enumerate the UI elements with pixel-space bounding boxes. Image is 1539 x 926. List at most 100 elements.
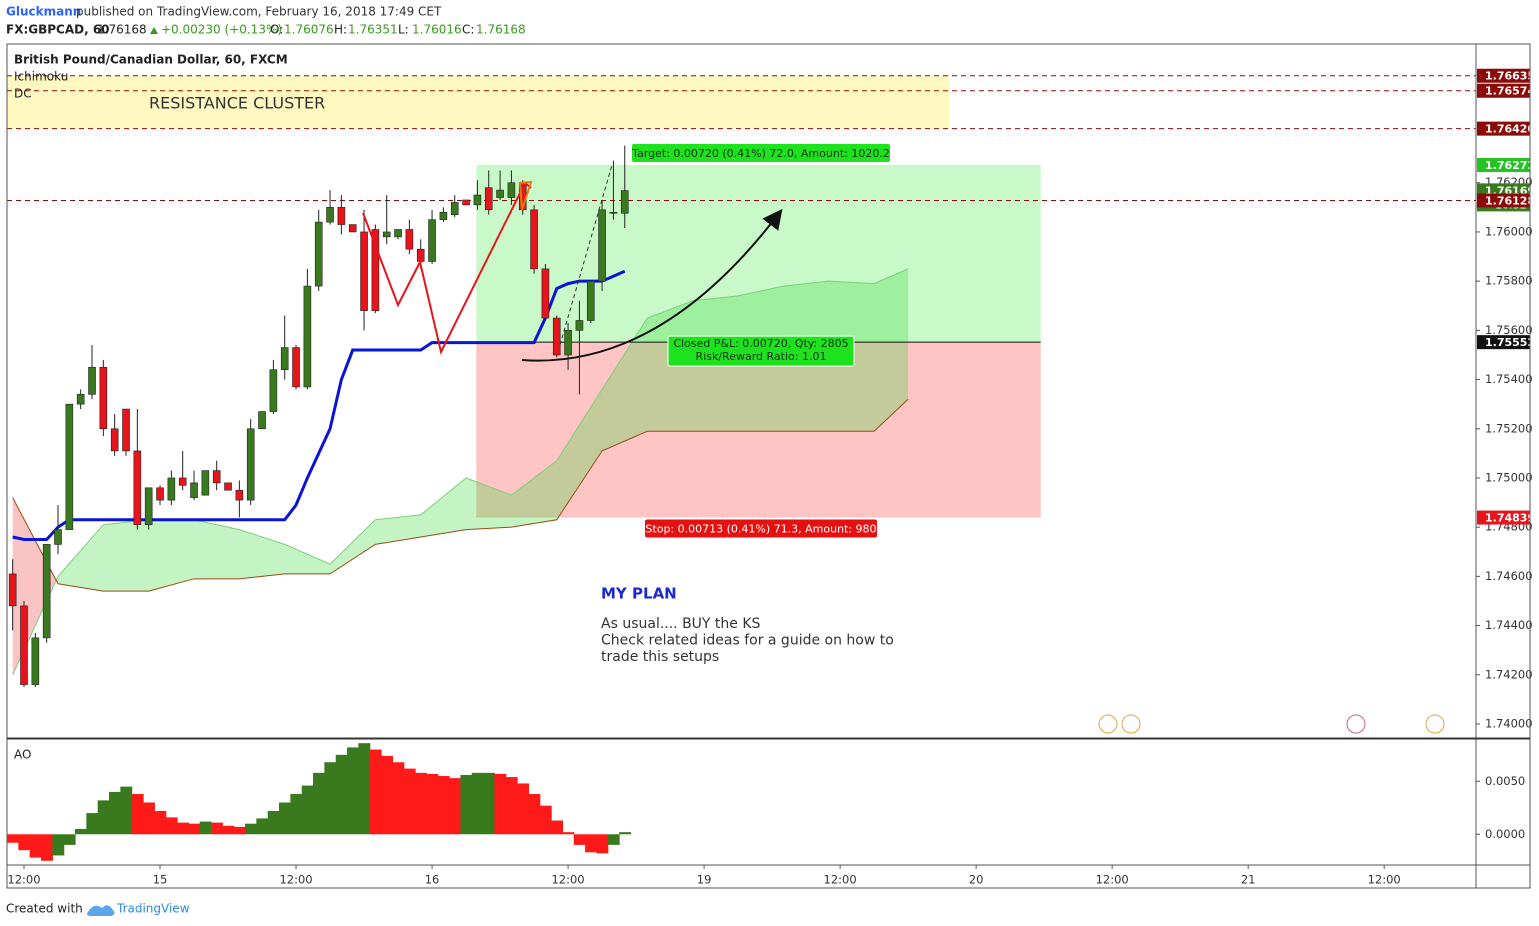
ohlc-value: 1.76076 <box>284 23 334 37</box>
candle-body <box>144 487 153 525</box>
ao-bar <box>392 762 405 835</box>
candle-body <box>416 248 425 262</box>
zigzag-drawing <box>362 181 532 355</box>
ao-bar <box>279 802 291 835</box>
ao-bar <box>211 822 223 835</box>
candle-body <box>473 194 482 206</box>
candle-body <box>428 219 436 262</box>
triangle-drawing <box>518 180 533 211</box>
ao-bar <box>505 777 518 835</box>
candle-body <box>507 182 516 198</box>
x-tick-label: 12:00 <box>824 873 857 887</box>
footer-brand[interactable]: TradingView <box>116 902 190 916</box>
candle-body <box>394 229 402 238</box>
ao-bar <box>324 762 337 835</box>
pnl-box <box>667 335 855 367</box>
pane-title: British Pound/Canadian Dollar, 60, FXCM <box>14 53 288 67</box>
cloud-segment <box>420 477 467 537</box>
x-tick-label: 12:00 <box>1368 873 1401 887</box>
candle-body <box>258 411 266 430</box>
cloud-segment <box>511 460 557 528</box>
ao-bar <box>290 794 303 835</box>
candle-body <box>235 489 244 501</box>
y-tick-label: 1.75000 <box>1485 470 1533 484</box>
candle-body <box>450 202 459 216</box>
candle-body <box>405 229 414 250</box>
candle-body <box>530 209 538 270</box>
curved-arrow <box>521 208 783 362</box>
cloud-segment <box>874 268 909 432</box>
candle-body <box>292 347 300 388</box>
price: 1.76168 <box>97 23 147 37</box>
y-tick-label: 1.75800 <box>1485 274 1533 288</box>
candle-body <box>564 330 572 356</box>
indicator-name: DC <box>14 87 32 101</box>
ao-bar <box>143 802 155 835</box>
ao-bar <box>551 820 564 835</box>
plan-title: MY PLAN <box>601 585 677 603</box>
ao-bar <box>562 832 575 835</box>
ao-bar <box>165 817 178 835</box>
ao-title: AO <box>14 748 31 762</box>
target-label: 1.76272 <box>1485 159 1535 172</box>
candle-body <box>99 366 108 430</box>
cloud-segment <box>284 544 331 574</box>
candle-body <box>178 477 187 486</box>
ao-bar <box>403 768 416 835</box>
ao-bar <box>460 774 473 835</box>
ao-bar <box>494 773 507 835</box>
candle-body <box>439 211 448 220</box>
ohlc-key: H: <box>334 23 347 37</box>
change: +0.00230 (+0.13%) <box>161 23 282 37</box>
ao-bar <box>86 813 99 835</box>
candle-body <box>76 394 85 405</box>
frame <box>6 43 1531 889</box>
candle-body <box>609 211 618 214</box>
main-pane <box>7 75 1476 688</box>
candle-body <box>337 207 346 225</box>
cloud-segment <box>103 519 149 592</box>
y-tick-label: 1.75200 <box>1485 421 1533 435</box>
candle-body <box>575 320 584 331</box>
ao-bar <box>75 828 87 835</box>
candle-body <box>224 482 232 491</box>
ao-bar <box>97 800 110 835</box>
entry-label: 1.75552 <box>1485 336 1535 349</box>
event-icon <box>1425 714 1445 734</box>
candle-body <box>212 470 221 484</box>
symbol: FX:GBPCAD, 60 <box>6 23 110 37</box>
cloud-segment <box>239 529 285 579</box>
resistance-zone <box>7 75 951 129</box>
ao-bar <box>109 791 121 835</box>
stop-marker <box>1477 510 1530 525</box>
plan-line: trade this setups <box>601 649 719 665</box>
overlay: RESISTANCE CLUSTER Target: 0.00720 (0.41%… <box>7 68 1535 887</box>
candle-body <box>20 605 28 685</box>
kijun-line <box>12 269 626 541</box>
ao-bar <box>471 772 484 835</box>
x-tick-label: 12:00 <box>279 873 312 887</box>
candle-body <box>269 369 278 412</box>
ao-bar <box>313 772 325 835</box>
indicator-name: Ichimoku <box>14 70 68 84</box>
ao-bar <box>449 778 461 835</box>
ohlc-key: C: <box>462 23 474 37</box>
ao-bar <box>607 834 620 845</box>
ao-bar <box>188 823 201 835</box>
entry-marker <box>1477 335 1530 350</box>
ao-bar <box>199 821 212 835</box>
ao-bar <box>596 834 609 854</box>
published: published on TradingView.com, February 1… <box>76 5 442 19</box>
ao-bar <box>7 834 19 843</box>
candle-body <box>326 207 334 223</box>
y-tick-label: 1.75400 <box>1485 372 1533 386</box>
candle-body <box>620 190 629 214</box>
candle-body <box>552 317 561 356</box>
level-marker <box>1477 68 1530 83</box>
x-tick-label: 16 <box>425 873 440 887</box>
candle-body <box>54 529 62 545</box>
target-label: Target: 0.00720 (0.41%) 72.0, Amount: 10… <box>631 147 890 160</box>
candle-body <box>201 470 210 496</box>
ao-bar <box>18 834 31 851</box>
